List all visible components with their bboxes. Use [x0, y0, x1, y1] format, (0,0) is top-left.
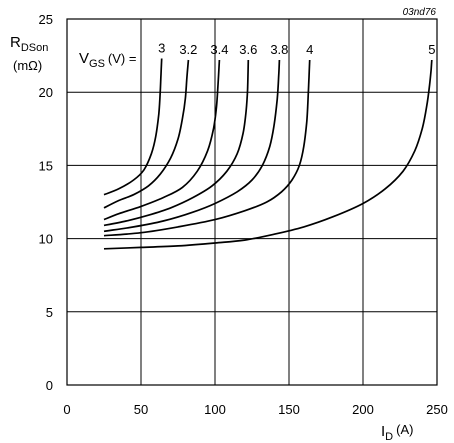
plot-area-border [66, 18, 438, 386]
x-tick-label: 100 [204, 402, 226, 417]
y-tick-label: 10 [39, 232, 53, 247]
x-tick-label: 0 [63, 402, 70, 417]
series-labels: 3 3.2 3.4 3.6 3.8 4 5 [158, 41, 435, 57]
series-label-vgs-3-8: 3.8 [270, 42, 288, 57]
reference-code: 03nd76 [403, 7, 437, 18]
x-tick-labels: 0 50 100 150 200 250 [63, 402, 447, 417]
series-lines [103, 58, 433, 250]
y-tick-label: 20 [39, 85, 53, 100]
legend-title: VGS (V) = [79, 50, 136, 70]
x-tick-label: 200 [352, 402, 374, 417]
series-label-vgs-5: 5 [428, 42, 435, 57]
series-label-vgs-3-6: 3.6 [239, 42, 257, 57]
series-line-vgs-3-8 [103, 59, 281, 233]
grid [67, 19, 437, 385]
y-tick-label: 15 [39, 158, 53, 173]
x-tick-label: 50 [134, 402, 148, 417]
series-line-vgs-3 [103, 58, 163, 196]
y-tick-labels: 0 5 10 15 20 25 [39, 12, 53, 393]
series-label-vgs-3-4: 3.4 [210, 42, 228, 57]
y-tick-label: 5 [46, 305, 53, 320]
x-tick-label: 250 [426, 402, 448, 417]
series-line-vgs-4 [103, 59, 311, 237]
x-tick-label: 150 [278, 402, 300, 417]
x-axis-title: ID (A) [381, 422, 413, 443]
series-label-vgs-4: 4 [306, 42, 313, 57]
series-line-vgs-5 [103, 59, 433, 250]
y-axis-title: RDSon [10, 34, 48, 54]
plot-frame [66, 18, 438, 386]
y-axis-unit: (mΩ) [13, 58, 42, 73]
y-tick-label: 25 [39, 12, 53, 27]
series-line-vgs-3-2 [103, 59, 190, 209]
series-label-vgs-3: 3 [158, 41, 165, 56]
series-line-vgs-3-4 [103, 59, 221, 221]
y-tick-label: 0 [46, 378, 53, 393]
series-label-vgs-3-2: 3.2 [179, 42, 197, 57]
series-line-vgs-3-6 [103, 59, 250, 227]
